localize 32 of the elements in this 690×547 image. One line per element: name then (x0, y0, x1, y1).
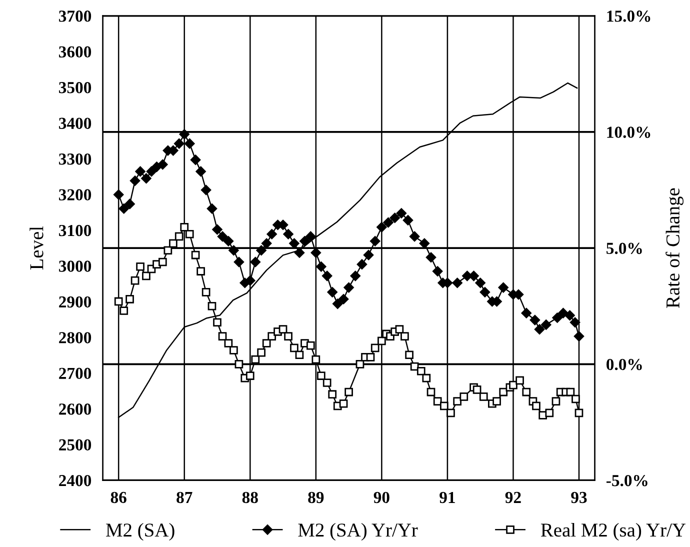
y2-tick-label: 0.0% (606, 358, 642, 370)
y-tick-label: 2400 (59, 474, 92, 486)
y-tick-label: 2500 (59, 439, 92, 450)
y-tick-label: 3500 (58, 82, 92, 94)
y-tick-label: 3300 (58, 153, 92, 165)
x-tick-label: 90 (374, 492, 390, 504)
y2-tick-label: -5.0% (606, 474, 648, 486)
legend-label: M2 (SA) (106, 522, 174, 541)
y-axis-title: Level (30, 226, 44, 270)
x-tick-label: 93 (571, 492, 587, 504)
y2-tick-label: 5.0% (606, 242, 642, 254)
y-tick-label: 3400 (58, 118, 92, 129)
y-tick-label: 3700 (58, 10, 92, 22)
y-tick-label: 2900 (59, 296, 92, 308)
y-tick-label: 3600 (58, 46, 92, 58)
y-tick-label: 3200 (58, 189, 92, 200)
y2-axis-title: Rate of Change (666, 188, 684, 308)
x-tick-label: 86 (110, 492, 126, 504)
x-tick-label: 89 (308, 492, 324, 504)
y-tick-label: 2800 (59, 332, 92, 344)
x-tick-label: 88 (242, 492, 258, 504)
y-tick-label: 2700 (59, 368, 92, 380)
legend-label: M2 (SA) Yr/Yr (298, 522, 418, 541)
x-tick-label: 87 (176, 492, 192, 504)
x-tick-label: 91 (440, 492, 455, 504)
legend-label: Real M2 (sa) Yr/Y (540, 522, 686, 541)
y-tick-label: 3100 (58, 224, 92, 236)
y-tick-label: 2600 (59, 404, 92, 415)
y2-tick-label: 10.0% (607, 126, 650, 138)
y-tick-label: 3000 (58, 260, 92, 272)
x-tick-label: 92 (505, 492, 521, 504)
y2-tick-label: 15.0% (607, 10, 650, 22)
